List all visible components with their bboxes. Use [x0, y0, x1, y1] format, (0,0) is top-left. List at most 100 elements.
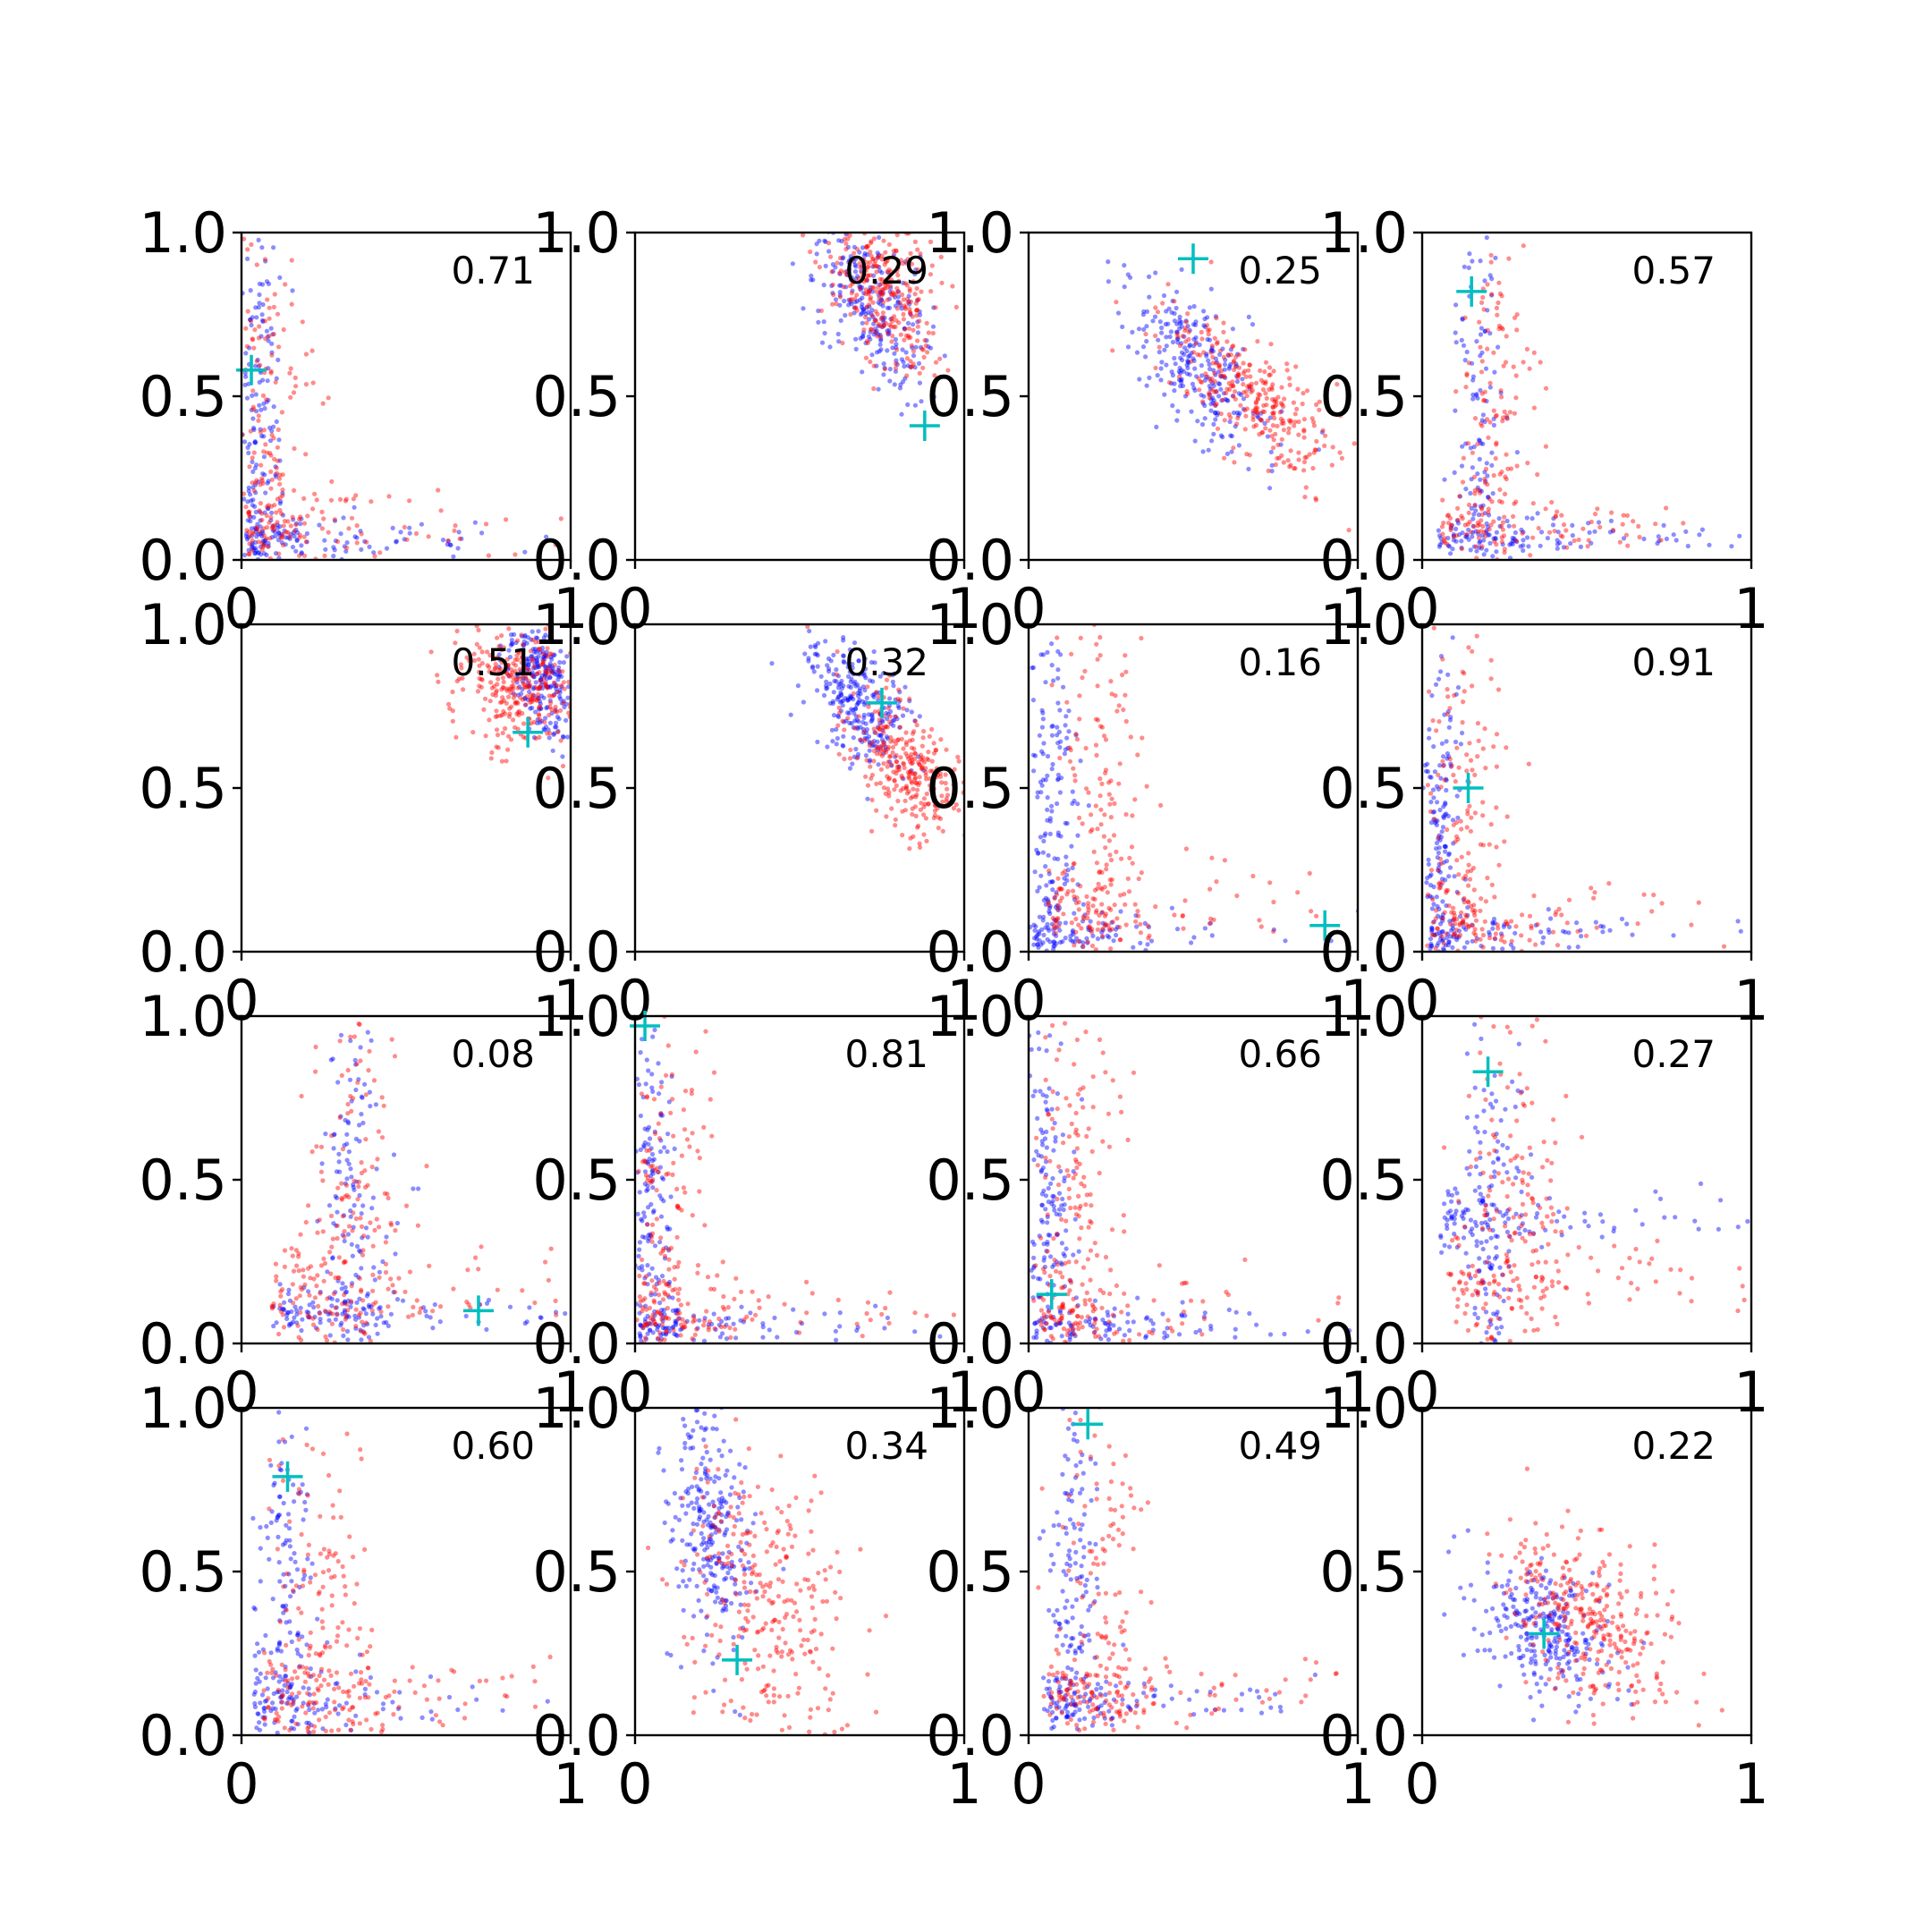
red-point — [1445, 513, 1450, 519]
blue-point — [1450, 923, 1455, 928]
blue-point — [896, 705, 902, 711]
red-point — [317, 1217, 322, 1223]
red-point — [863, 287, 869, 292]
blue-point — [1586, 521, 1591, 526]
red-point — [910, 771, 916, 776]
blue-point — [1489, 450, 1495, 455]
red-point — [909, 755, 914, 760]
red-point — [513, 699, 518, 705]
blue-point — [323, 1131, 328, 1137]
red-point — [1184, 391, 1190, 397]
red-point — [835, 723, 841, 728]
blue-point — [917, 312, 923, 318]
blue-point — [269, 428, 275, 434]
red-point — [1279, 385, 1284, 390]
red-point — [847, 233, 852, 238]
red-point — [895, 264, 901, 269]
blue-point — [848, 679, 853, 684]
red-point — [939, 780, 945, 785]
blue-point — [274, 419, 279, 424]
red-point — [1428, 791, 1434, 796]
panel-2: 0.00.51.00 10.29 — [532, 200, 981, 641]
red-point — [268, 453, 274, 458]
blue-point — [292, 1315, 297, 1320]
red-point — [479, 1244, 484, 1250]
blue-point — [1470, 530, 1476, 535]
red-point — [859, 257, 864, 262]
blue-point — [1441, 762, 1446, 768]
red-point — [873, 730, 878, 735]
blue-point — [658, 1111, 664, 1116]
blue-point — [1496, 344, 1501, 350]
red-point — [1270, 404, 1275, 411]
red-point — [572, 713, 576, 717]
red-point — [379, 1095, 385, 1100]
blue-point — [1493, 537, 1498, 542]
blue-point — [899, 411, 904, 417]
blue-point — [853, 746, 859, 752]
red-point — [342, 1258, 347, 1265]
red-point — [918, 251, 923, 257]
red-point — [917, 775, 922, 780]
red-point — [358, 1328, 364, 1334]
red-point — [879, 1311, 885, 1317]
red-point — [1508, 466, 1514, 471]
blue-point — [1207, 361, 1212, 368]
blue-point — [837, 699, 843, 705]
blue-point — [378, 1314, 384, 1319]
red-point — [260, 480, 266, 486]
red-point — [912, 750, 918, 756]
red-point — [1310, 419, 1317, 425]
panel-annotation: 0.71 — [451, 249, 535, 292]
blue-point — [343, 1181, 348, 1186]
red-point — [1494, 844, 1499, 850]
red-point — [1122, 892, 1127, 897]
red-point — [1625, 543, 1631, 548]
red-point — [906, 333, 911, 338]
red-point — [521, 682, 528, 688]
blue-point — [377, 1306, 382, 1311]
blue-point — [1459, 463, 1465, 469]
blue-point — [861, 671, 867, 676]
red-point — [370, 1272, 376, 1277]
blue-point — [861, 309, 867, 314]
red-point — [1561, 522, 1567, 528]
blue-point — [867, 739, 872, 745]
blue-point — [856, 699, 861, 706]
red-point — [364, 539, 369, 545]
red-point — [1479, 896, 1484, 902]
blue-point — [344, 1157, 350, 1163]
blue-point — [390, 525, 395, 531]
red-point — [850, 279, 856, 284]
blue-point — [348, 1208, 353, 1214]
blue-point — [1453, 340, 1459, 345]
blue-point — [1217, 352, 1223, 357]
red-point — [868, 250, 873, 255]
blue-point — [659, 1175, 665, 1181]
blue-point — [1426, 857, 1431, 862]
red-point — [386, 1304, 391, 1309]
red-point — [706, 1325, 712, 1330]
blue-point — [851, 735, 856, 741]
blue-point — [1131, 945, 1136, 950]
red-point — [900, 833, 905, 838]
blue-point — [249, 407, 254, 412]
red-point — [876, 322, 882, 327]
red-point — [894, 248, 899, 253]
red-point — [496, 676, 501, 682]
blue-point — [1164, 309, 1169, 314]
red-point — [344, 1192, 350, 1198]
blue-point — [1041, 932, 1046, 937]
red-point — [1250, 414, 1256, 419]
red-point — [884, 814, 889, 819]
red-point — [901, 317, 907, 322]
blue-point — [1207, 377, 1212, 382]
red-point — [1056, 924, 1062, 929]
red-point — [354, 523, 360, 529]
red-point — [330, 1311, 335, 1317]
red-point — [1085, 915, 1090, 920]
blue-point — [724, 1316, 729, 1321]
blue-point — [1589, 540, 1594, 546]
red-point — [1440, 531, 1445, 537]
blue-point — [251, 514, 257, 521]
